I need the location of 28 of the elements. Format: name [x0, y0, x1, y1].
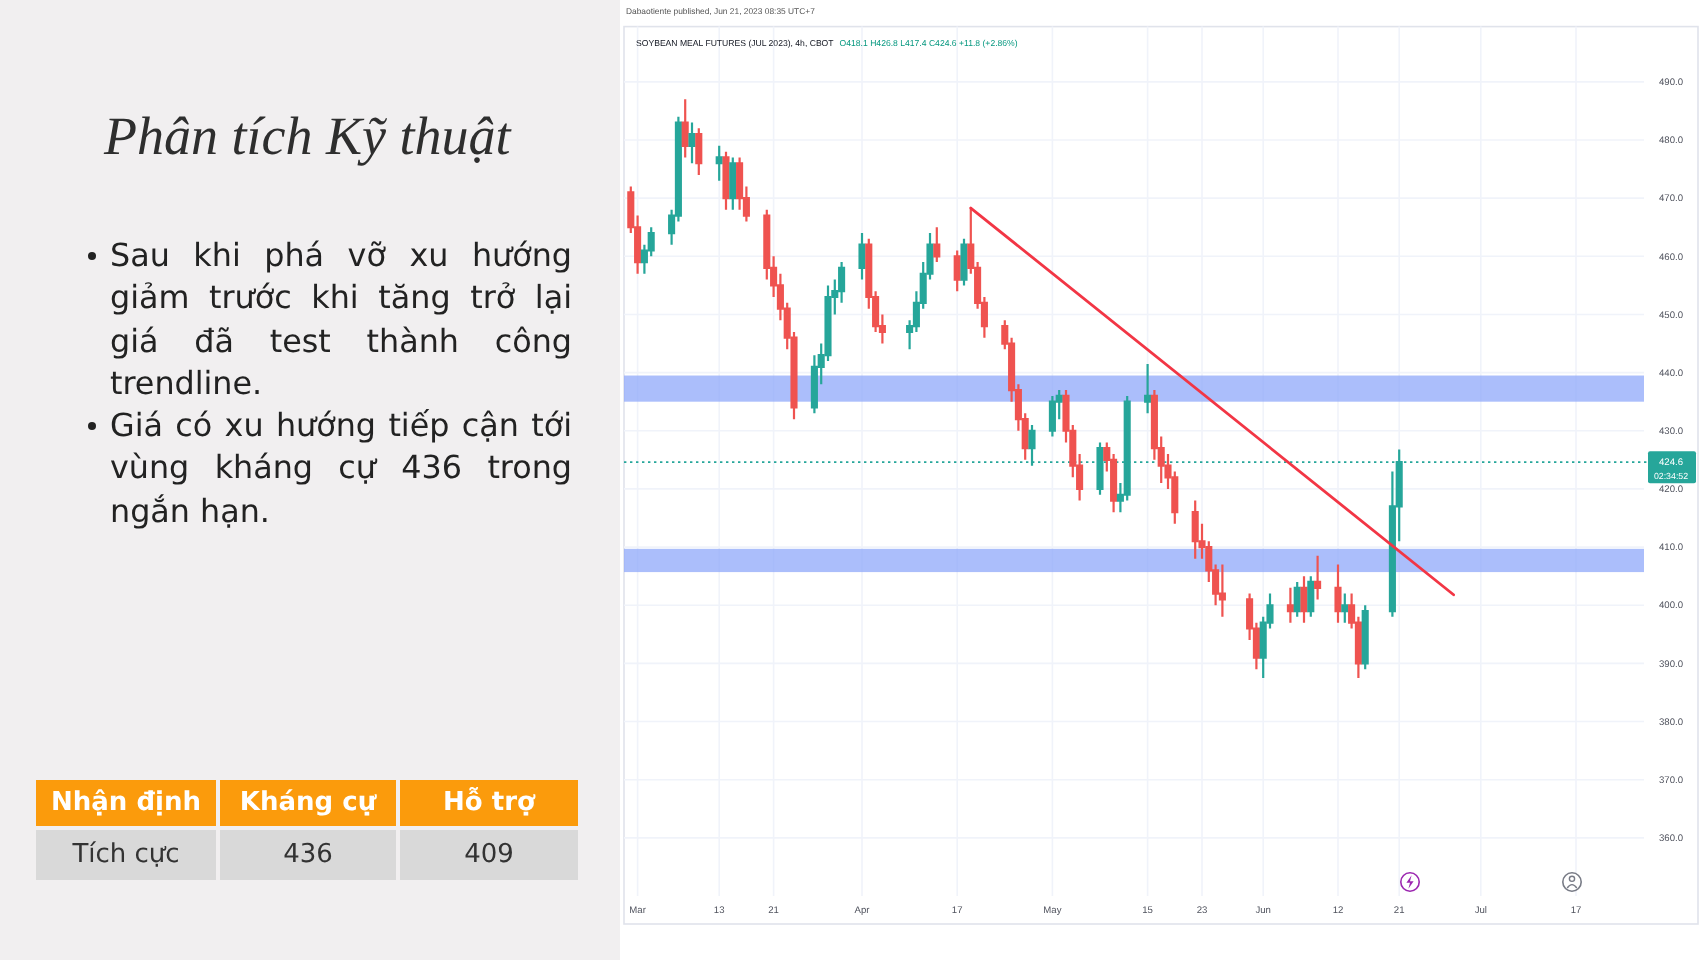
text: Kháng cự [239, 788, 377, 818]
text: 436 [283, 840, 333, 870]
candlestick [1144, 362, 1152, 415]
candlestick [1191, 499, 1199, 560]
candlestick [1218, 563, 1226, 618]
text: 409 [464, 840, 514, 870]
candlestick [1300, 575, 1308, 624]
candlestick [1314, 554, 1322, 601]
candlestick [1286, 586, 1294, 624]
candlestick [1307, 575, 1315, 618]
text: Nhận định [51, 788, 201, 818]
candlestick [729, 156, 737, 211]
candlestick [960, 237, 968, 287]
candlestick [681, 98, 689, 159]
candlestick [1334, 563, 1342, 624]
candlestick [722, 150, 730, 211]
candlestick [1048, 394, 1056, 438]
candlestick [688, 121, 696, 165]
candlestick [695, 127, 703, 176]
candlestick [1341, 592, 1349, 624]
text: Hỗ trợ [443, 788, 535, 818]
text: Sau khi phá vỡ xu hướng giảm trước khi tăng trở lại giá đã test thành công trendline. [110, 236, 572, 402]
candlestick [858, 231, 866, 281]
candlestick [933, 226, 941, 264]
candlestick [715, 144, 723, 182]
text: Phân tích Kỹ thuật [104, 104, 511, 168]
text: Tích cực [72, 840, 180, 870]
text: Giá có xu hướng tiếp cận tới vùng kháng cự 436 trong ngắn hạn. [110, 406, 572, 530]
